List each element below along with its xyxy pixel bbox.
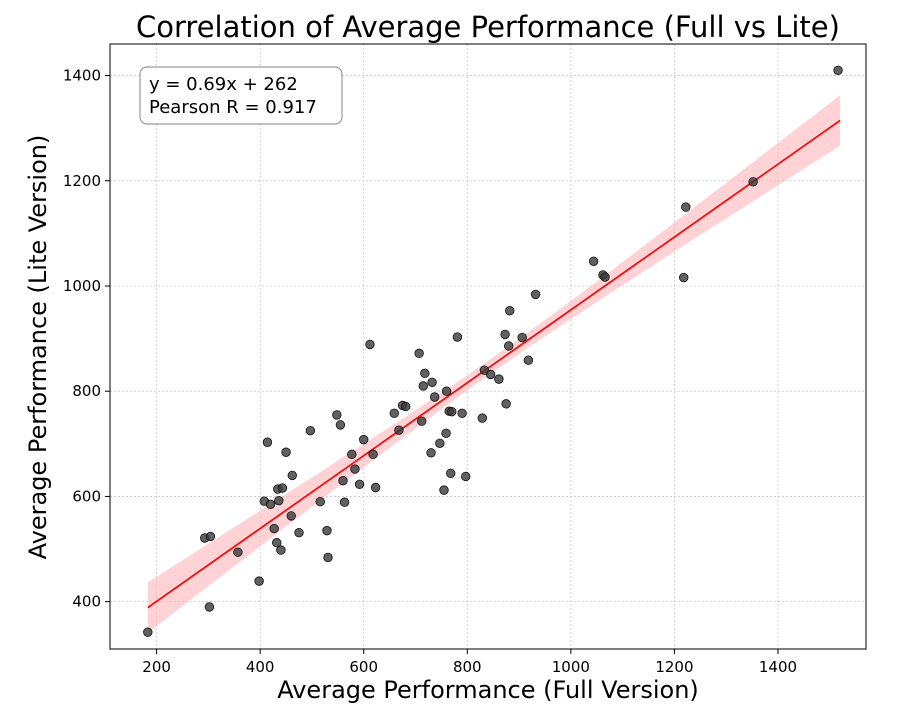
x-tick-label: 800 — [453, 658, 482, 676]
data-point — [315, 496, 325, 507]
chart-title: Correlation of Average Performance (Full… — [136, 10, 840, 44]
y-axis-label: Average Performance (Lite Version) — [24, 135, 52, 560]
data-point — [276, 545, 286, 555]
data-point — [679, 272, 689, 283]
data-point — [332, 410, 342, 420]
data-point — [322, 525, 332, 536]
data-point — [485, 369, 496, 380]
data-point — [347, 449, 357, 460]
x-tick-label: 600 — [349, 658, 378, 676]
x-tick-label: 1000 — [552, 658, 590, 676]
data-point — [435, 438, 445, 449]
data-point — [394, 425, 404, 435]
y-tick-label: 600 — [72, 487, 101, 505]
x-tick-label: 200 — [142, 658, 171, 676]
data-point — [494, 374, 504, 384]
data-point — [477, 413, 488, 423]
data-point — [272, 538, 282, 548]
data-point — [426, 448, 436, 458]
data-point — [523, 355, 534, 365]
y-tick-label: 1400 — [63, 67, 101, 85]
plot-frame — [109, 43, 867, 650]
y-tick-label: 400 — [72, 593, 101, 611]
data-point — [429, 392, 440, 402]
data-point — [338, 475, 348, 486]
data-point — [350, 464, 360, 474]
data-point — [414, 348, 424, 359]
data-point — [339, 497, 350, 507]
data-point — [359, 434, 369, 445]
regression-annotation: y = 0.69x + 262 Pearson R = 0.917 — [139, 66, 343, 125]
data-point — [287, 470, 297, 481]
data-point — [461, 471, 471, 482]
x-axis-label: Average Performance (Full Version) — [277, 676, 699, 704]
data-point — [400, 401, 411, 412]
data-point — [517, 332, 527, 343]
data-point — [452, 332, 463, 342]
annotation-box — [139, 66, 343, 125]
data-point — [277, 483, 288, 493]
data-point — [441, 428, 451, 439]
regression-equation: y = 0.69x + 262 — [149, 74, 298, 95]
regression-line — [147, 119, 841, 609]
data-point — [354, 479, 365, 490]
data-point — [305, 425, 316, 436]
data-point — [748, 177, 758, 187]
data-point — [418, 381, 428, 391]
data-point — [323, 552, 333, 563]
data-point — [281, 447, 291, 457]
data-point — [233, 547, 243, 557]
data-point — [294, 528, 304, 538]
data-point — [504, 341, 514, 351]
x-tick-label: 400 — [246, 658, 275, 676]
data-point — [205, 531, 216, 542]
data-point — [143, 627, 153, 637]
data-point — [254, 576, 264, 586]
data-point — [389, 408, 399, 419]
data-point — [368, 449, 378, 460]
y-axis-ticks: 400 600 800 1000 1200 1400 — [63, 67, 110, 611]
x-axis-ticks: 200 400 600 800 1000 1200 1400 — [142, 649, 797, 676]
regression-line-layer — [147, 119, 841, 609]
data-point — [501, 399, 511, 409]
y-tick-label: 1200 — [63, 172, 101, 190]
data-point — [269, 523, 279, 534]
data-point — [530, 289, 541, 300]
data-point — [505, 306, 515, 316]
x-tick-label: 1400 — [759, 658, 797, 676]
data-point — [335, 420, 346, 430]
data-point — [833, 65, 843, 76]
data-point — [439, 485, 449, 495]
data-point — [420, 368, 430, 379]
data-point — [441, 386, 452, 396]
data-point — [274, 495, 284, 506]
data-points — [143, 65, 843, 637]
data-point — [427, 377, 437, 387]
data-point — [204, 602, 215, 612]
data-point — [446, 468, 456, 478]
pearson-r: Pearson R = 0.917 — [149, 97, 317, 118]
data-point — [447, 407, 457, 417]
data-point — [365, 339, 375, 350]
data-point — [600, 272, 610, 282]
data-point — [286, 511, 296, 521]
data-point — [500, 329, 510, 340]
y-tick-label: 1000 — [63, 277, 101, 295]
data-point — [262, 437, 273, 447]
data-point — [370, 482, 381, 493]
data-point — [417, 416, 427, 426]
x-tick-label: 1200 — [655, 658, 693, 676]
y-tick-label: 800 — [72, 382, 101, 400]
data-point — [681, 202, 691, 212]
data-point — [457, 408, 467, 419]
data-point — [265, 499, 276, 510]
data-point — [588, 256, 599, 266]
